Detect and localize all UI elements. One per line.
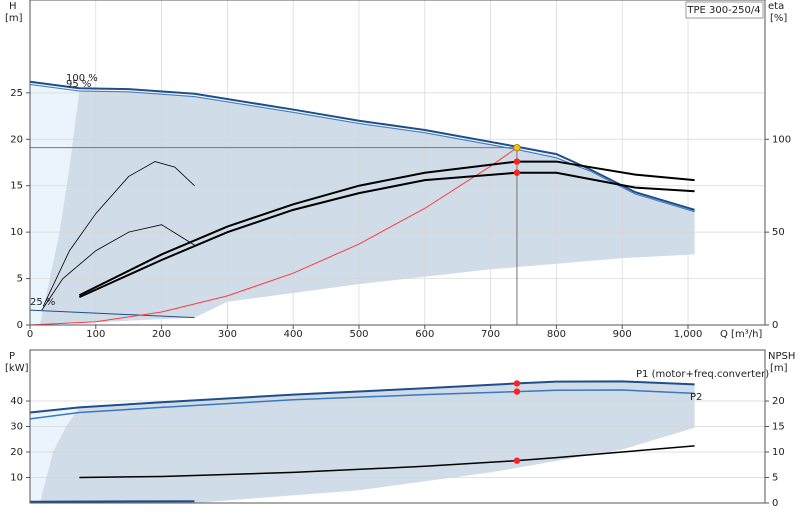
y-tick-label: 5: [17, 274, 23, 285]
y-tick-label: 10: [10, 227, 23, 238]
y-axis-label: H: [9, 1, 17, 12]
operating-region: [39, 90, 695, 325]
curve: [78, 171, 695, 299]
y2-tick-label: 0: [772, 498, 778, 509]
y-axis-unit: [m]: [5, 13, 23, 24]
operating-point: [513, 457, 521, 464]
operating-point: [513, 158, 521, 165]
operating-point: [513, 169, 521, 176]
curve-label: P1 (motor+freq.converter): [636, 369, 769, 380]
curve: [29, 309, 195, 319]
plot-frame: [29, 0, 766, 326]
y-tick-label: 0: [17, 320, 23, 331]
operating-region: [30, 81, 80, 325]
operating-point: [513, 143, 521, 152]
y-tick-label: 40: [10, 396, 23, 407]
operating-region: [39, 381, 695, 503]
x-tick-label: 300: [218, 329, 237, 340]
curve: [29, 80, 695, 211]
y2-axis-label: NPSH: [768, 351, 795, 362]
curve: [29, 389, 695, 420]
curve: [79, 445, 695, 479]
curve: [29, 147, 518, 326]
x-tick-label: 0: [27, 329, 33, 340]
y2-tick-label: 100: [772, 134, 791, 145]
y2-axis-unit: [m]: [770, 363, 788, 374]
x-tick-label: 400: [284, 329, 303, 340]
y2-axis-unit: [%]: [770, 13, 787, 24]
curve-label: 100 %: [66, 73, 98, 84]
x-axis-label: Q [m³/h]: [720, 329, 762, 340]
y-tick-label: 20: [10, 447, 23, 458]
title-box: [685, 1, 764, 19]
curve: [29, 380, 695, 414]
y2-tick-label: 0: [772, 320, 778, 331]
chart-title: TPE 300-250/4: [686, 5, 760, 16]
x-tick-label: 1,000: [674, 329, 703, 340]
curve-label: 95 %: [66, 79, 91, 90]
x-tick-label: 600: [415, 329, 434, 340]
curve: [42, 161, 195, 307]
y-tick-label: 20: [10, 134, 23, 145]
curve: [78, 160, 695, 297]
y-axis-label: P: [9, 351, 15, 362]
x-tick-label: 500: [349, 329, 368, 340]
y2-tick-label: 50: [772, 227, 785, 238]
operating-point: [513, 380, 521, 387]
y2-axis-label: eta: [768, 1, 784, 12]
y2-tick-label: 15: [772, 422, 785, 433]
y-tick-label: 25: [10, 88, 23, 99]
x-tick-label: 800: [547, 329, 566, 340]
y2-tick-label: 20: [772, 396, 785, 407]
y-tick-label: 10: [10, 473, 23, 484]
y-tick-label: 30: [10, 422, 23, 433]
x-tick-label: 200: [152, 329, 171, 340]
y2-tick-label: 5: [772, 473, 778, 484]
x-tick-label: 100: [86, 329, 105, 340]
curve-label: P2: [690, 392, 702, 403]
x-tick-label: 700: [481, 329, 500, 340]
y2-tick-label: 10: [772, 447, 785, 458]
operating-point: [513, 388, 521, 395]
y-axis-unit: [kW]: [5, 363, 29, 374]
curve: [29, 84, 695, 213]
curve: [29, 500, 195, 503]
curve: [41, 224, 195, 311]
y-tick-label: 15: [10, 181, 23, 192]
x-tick-label: 900: [613, 329, 632, 340]
operating-region: [30, 407, 80, 503]
curve-label: 25 %: [30, 297, 55, 308]
